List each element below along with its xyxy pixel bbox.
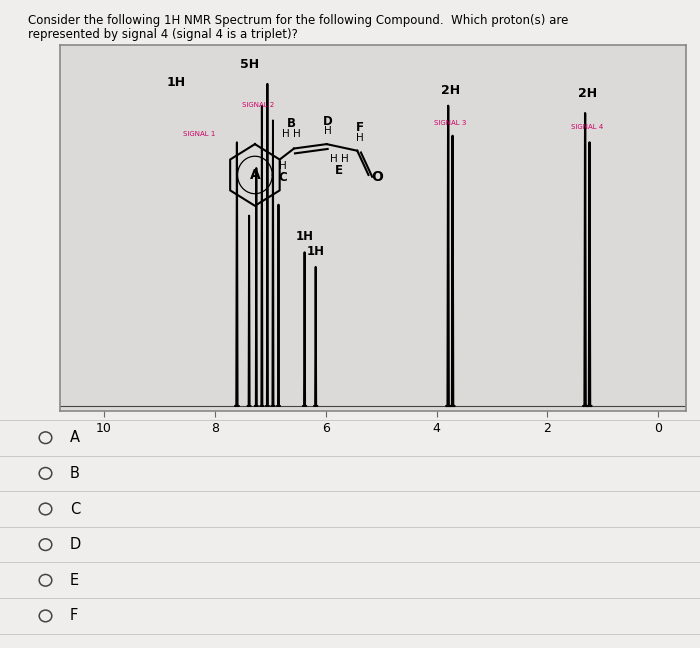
Text: H: H [356,133,364,143]
Text: F: F [70,608,78,623]
Text: B: B [286,117,295,130]
Text: SIGNAL 1: SIGNAL 1 [183,131,216,137]
Text: 2H: 2H [578,87,597,100]
Text: H H: H H [281,128,300,139]
Text: 2H: 2H [441,84,460,97]
Text: O: O [372,170,384,184]
Text: 1H: 1H [307,245,325,258]
Text: H: H [279,161,286,170]
Text: H H: H H [330,154,349,164]
Text: A: A [70,430,80,445]
Text: D: D [323,115,332,128]
Text: SIGNAL 3: SIGNAL 3 [434,120,467,126]
Text: 1H: 1H [167,76,186,89]
Text: 1H: 1H [295,230,314,243]
Text: E: E [70,573,79,588]
Text: C: C [279,170,287,183]
Text: B: B [70,466,80,481]
Text: Consider the following 1H NMR Spectrum for the following Compound.  Which proton: Consider the following 1H NMR Spectrum f… [28,14,568,27]
Text: SIGNAL 2: SIGNAL 2 [242,102,274,108]
Text: E: E [335,164,343,177]
Text: C: C [70,502,80,516]
Text: H: H [324,126,332,136]
Text: represented by signal 4 (signal 4 is a triplet)?: represented by signal 4 (signal 4 is a t… [28,28,298,41]
Text: 5H: 5H [239,58,259,71]
Text: A: A [249,168,260,182]
Text: D: D [70,537,81,552]
Text: SIGNAL 4: SIGNAL 4 [571,124,603,130]
Text: F: F [356,121,364,134]
